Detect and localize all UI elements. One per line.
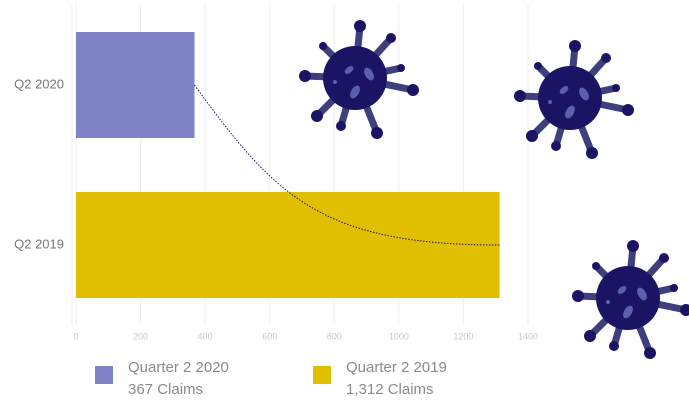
plot-area: 0 200 400 600 800 1000 1200 1400 Q2 2020 Q2 2019 [14,5,538,341]
virus-icon [572,240,689,359]
x-tick-label: 1200 [453,331,473,341]
legend-value: 1,312 Claims [346,381,434,398]
x-tick-label: 400 [198,331,213,341]
trend-line [194,84,500,246]
x-tick-label: 800 [327,331,342,341]
legend-label: Quarter 2 2019 [346,359,447,376]
legend-swatch [95,366,113,384]
x-tick-label: 1400 [518,331,538,341]
legend-label: Quarter 2 2020 [128,359,229,376]
virus-icon [514,40,634,159]
x-tick-label: 1000 [389,331,409,341]
bar [76,192,500,298]
legend-value: 367 Claims [128,381,203,398]
legend-swatch [313,366,331,384]
x-tick-label: 0 [73,331,78,341]
virus-icon [299,20,419,139]
x-tick-label: 600 [262,331,277,341]
bar [76,32,195,138]
x-tick-label: 200 [133,331,148,341]
y-tick-label: Q2 2020 [14,76,64,91]
y-tick-label: Q2 2019 [14,236,64,251]
